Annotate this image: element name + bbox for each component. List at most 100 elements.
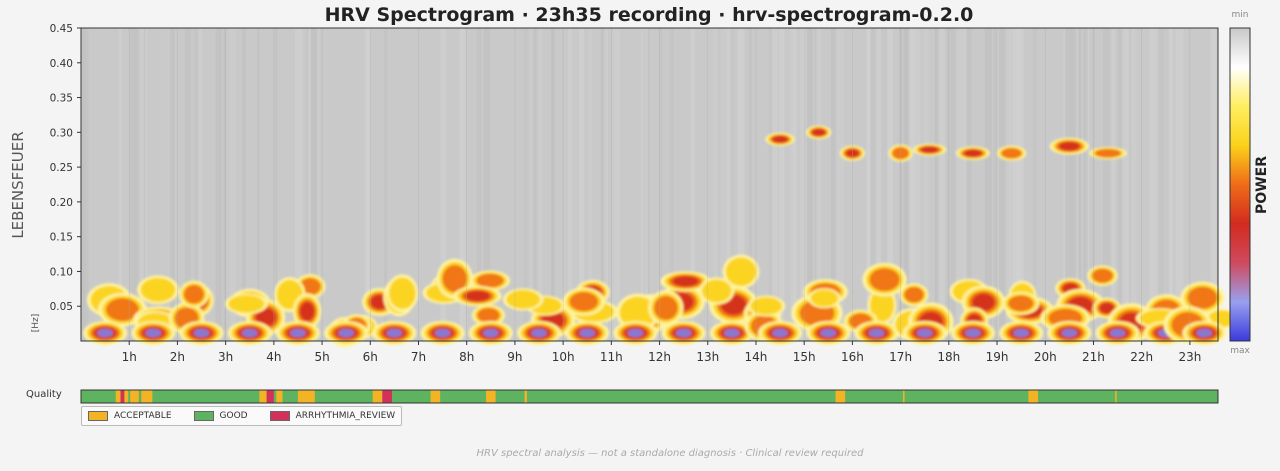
lf-power-patch: [904, 286, 924, 303]
background-stripe: [1121, 28, 1129, 341]
background-stripe: [184, 28, 191, 341]
background-stripe: [366, 28, 370, 341]
quality-segment: [124, 390, 129, 403]
lf-power-patch: [299, 301, 315, 321]
background-stripe: [805, 28, 813, 341]
x-tick-label: 7h: [411, 350, 426, 364]
quality-segment: [81, 390, 116, 403]
background-stripe: [1130, 28, 1137, 341]
lf-power-patch: [477, 307, 500, 323]
legend-label: ACCEPTABLE: [114, 411, 172, 421]
vlf-power-patch: [531, 328, 547, 338]
legend-item: GOOD: [193, 411, 248, 421]
lf-power-patch: [869, 268, 900, 292]
background-stripe: [588, 28, 592, 341]
x-tick-label: 12h: [648, 350, 671, 364]
background-stripe: [311, 28, 318, 341]
vlf-power-patch: [97, 328, 114, 338]
background-stripe: [476, 28, 482, 341]
background-stripe: [939, 28, 945, 341]
background-stripe: [1171, 28, 1174, 341]
background-stripe: [1166, 28, 1173, 341]
quality-segment: [276, 390, 283, 403]
background-stripe: [223, 28, 226, 341]
background-stripe: [542, 28, 546, 341]
x-tick-label: 1h: [122, 350, 137, 364]
background-stripe: [129, 28, 133, 341]
background-stripe: [603, 28, 609, 341]
hf-power-patch: [964, 149, 982, 157]
x-tick-label: 16h: [841, 350, 864, 364]
vlf-power-patch: [627, 328, 644, 338]
quality-segment: [1028, 390, 1039, 403]
quality-legend: ACCEPTABLE GOOD ARRHYTHMIA_REVIEW: [81, 406, 403, 426]
background-stripe: [874, 28, 878, 341]
background-stripe: [790, 28, 797, 341]
background-stripe: [532, 28, 537, 341]
background-stripe: [1210, 28, 1214, 341]
lf-power-patch: [476, 273, 504, 288]
x-tick-label: 23h: [1178, 350, 1201, 364]
background-stripe: [1078, 28, 1082, 341]
lf-power-patch: [465, 290, 490, 302]
background-stripe: [880, 28, 888, 341]
legend-label: GOOD: [219, 411, 248, 421]
y-tick-label: 0.40: [50, 58, 73, 70]
quality-bar-base: [81, 390, 1218, 403]
background-stripe: [659, 28, 663, 341]
quality-segment: [266, 390, 274, 403]
hf-power-patch: [920, 146, 939, 153]
y-tick-label: 0.45: [50, 23, 73, 35]
background-stripe: [993, 28, 997, 341]
background-stripe: [1063, 28, 1067, 341]
background-stripe: [771, 28, 778, 341]
background-stripe: [868, 28, 877, 341]
lf-power-patch: [106, 298, 139, 322]
lf-power-patch: [701, 279, 732, 303]
background-stripe: [310, 28, 317, 341]
background-stripe: [816, 28, 821, 341]
x-tick-label: 11h: [600, 350, 623, 364]
background-stripe: [440, 28, 447, 341]
lf-power-patch: [810, 289, 839, 307]
lf-power-patch: [442, 265, 468, 293]
background-stripe: [364, 28, 372, 341]
background-stripe: [219, 28, 223, 341]
background-stripe: [867, 28, 871, 341]
quality-bar-frame: [80, 389, 1219, 404]
hf-power-patch: [1001, 148, 1022, 159]
background-stripe: [800, 28, 808, 341]
y-tick-label: 0.10: [50, 266, 73, 278]
quality-segment: [485, 390, 496, 403]
background-stripe: [383, 28, 388, 341]
background-stripe: [530, 28, 534, 341]
background-stripe: [950, 28, 956, 341]
quality-segment: [115, 390, 121, 403]
plot-frame: [80, 27, 1219, 342]
background-stripe: [669, 28, 674, 341]
vlf-power-patch: [241, 328, 258, 338]
background-stripe: [903, 28, 909, 341]
x-tick-label: 17h: [889, 350, 912, 364]
footer-disclaimer: HRV spectral analysis — not a standalone…: [476, 448, 864, 459]
lf-power-patch: [725, 257, 757, 286]
quality-segment: [524, 390, 527, 403]
background-stripe: [1150, 28, 1158, 341]
background-stripe: [1211, 28, 1216, 341]
background-stripe: [1117, 28, 1126, 341]
quality-segment: [835, 390, 846, 403]
background-stripe: [81, 28, 89, 341]
hf-power-patch: [812, 128, 826, 136]
chart-title: HRV Spectrogram · 23h35 recording · hrv-…: [324, 4, 974, 26]
background-stripe: [229, 28, 236, 341]
background-stripe: [1166, 28, 1169, 341]
background-stripe: [172, 28, 175, 341]
background-stripe: [1070, 28, 1077, 341]
lf-power-patch: [506, 290, 541, 309]
lf-power-patch: [750, 297, 783, 315]
quality-segment: [1115, 390, 1117, 403]
x-tick-label: 3h: [218, 350, 233, 364]
background-stripe: [1089, 28, 1095, 341]
lf-power-patch: [972, 293, 995, 311]
lf-power-patch: [140, 277, 176, 302]
